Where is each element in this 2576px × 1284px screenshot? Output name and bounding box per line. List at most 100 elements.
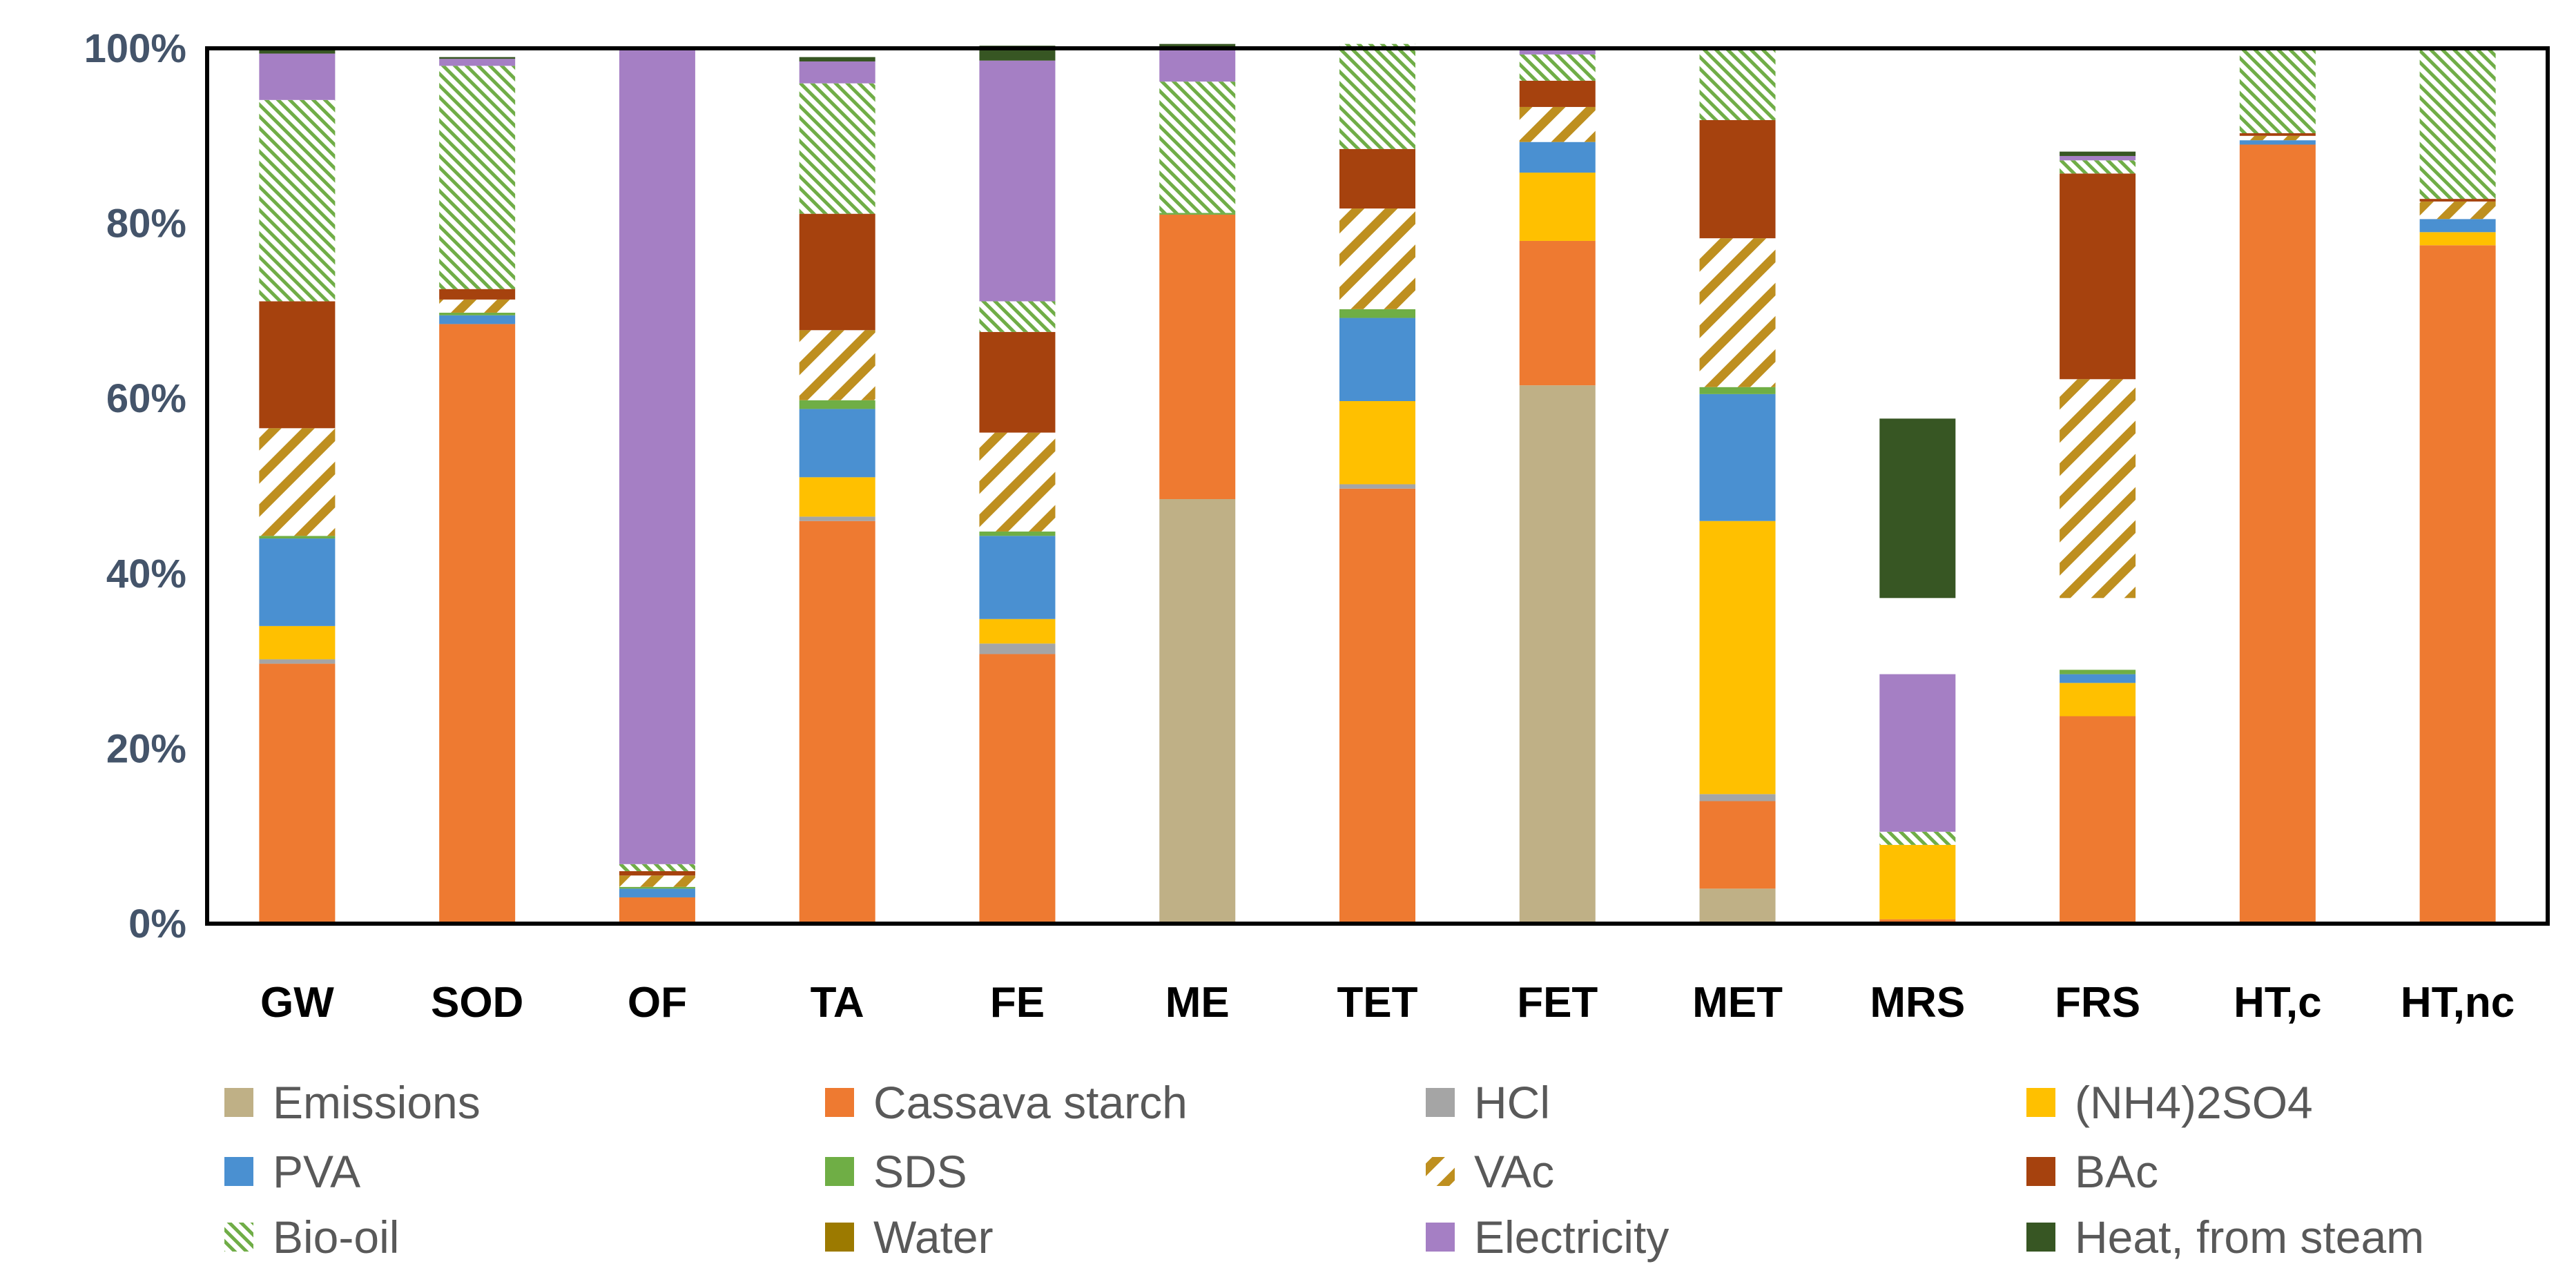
bar-segment-fe-hcl [979,643,1056,654]
legend-item-hcl: HCl [1426,1077,1550,1128]
y-tick-label: 20% [106,726,186,771]
bar-segment-of-electricity [619,50,695,864]
bar-segment-frs-electricity [2060,155,2136,161]
bar-segment-me-emissions [1159,499,1236,924]
bar-segment-frs-pva [2060,674,2136,683]
bar-segment-met-bac [1699,119,1776,239]
bar-segment-ht-nc-nh4-2so4 [2419,232,2496,246]
legend-item-bio-oil: Bio-oil [224,1212,399,1263]
legend-swatch [224,1223,253,1252]
legend-label: HCl [1474,1077,1550,1128]
bar-segment-gw-bac [259,301,336,429]
bar-segment-met-emissions [1699,888,1776,924]
x-tick-label: FE [990,979,1045,1027]
bar-segment-gw-bio-oil [259,99,336,302]
bar-segment-tet-vac [1339,208,1415,309]
bar-segment-frs-sds [2060,670,2136,674]
bar-stack-fe [979,46,1056,924]
y-tick-label: 100% [84,26,186,71]
y-axis-ticks: 0% 20% 40% 60% 80% 100% [84,26,186,946]
legend-swatch [2026,1157,2055,1186]
bar-segment-mrs-nh4-2so4 [1879,844,1956,920]
legend-swatch [1426,1223,1455,1252]
bar-segment-ht-nc-cassava-starch [2419,245,2496,924]
bar-segment-mrs-bio-oil [1879,831,1956,845]
bar-segment-tet-hcl [1339,484,1415,489]
x-tick-label: FRS [2055,979,2140,1027]
bar-segment-gw-electricity [259,53,336,100]
bar-segment-fe-bio-oil [979,301,1056,332]
bar-segment-gw-hcl [259,659,336,664]
bar-segment-tet-pva [1339,318,1415,402]
bar-stack-ht-c [2239,48,2316,924]
bar-segment-ht-c-bac [2239,133,2316,136]
legend-swatch [825,1088,854,1117]
bar-segment-of-bio-oil [619,864,695,871]
bar-segment-tet-cassava-starch [1339,488,1415,924]
legend-item-bac: BAc [2026,1146,2158,1197]
bar-segment-of-cassava-starch [619,897,695,924]
legend-item-cassava-starch: Cassava starch [825,1077,1188,1128]
bar-segment-fet-bio-oil [1519,54,1596,81]
bar-segment-ta-sds [799,400,875,409]
bar-segment-tet-sds [1339,309,1415,318]
bar-segment-fet-bac [1519,80,1596,107]
bar-stack-met [1699,48,1776,924]
bar-segment-mrs-heat-from-steam [1879,418,1956,599]
bar-segment-fe-cassava-starch [979,654,1056,924]
x-tick-label: GW [260,979,334,1027]
legend-label: Emissions [273,1077,481,1128]
bar-segment-sod-cassava-starch [439,324,516,924]
bars-layer [259,43,2496,924]
x-tick-label: MRS [1870,979,1965,1027]
bar-segment-ta-electricity [799,61,875,84]
bar-segment-met-bio-oil [1699,50,1776,120]
bar-segment-sod-bio-oil [439,66,516,289]
bar-segment-ht-nc-bio-oil [2419,48,2496,200]
bar-segment-fe-vac [979,432,1056,532]
bar-segment-met-nh4-2so4 [1699,521,1776,795]
bar-segment-sod-sds [439,312,516,315]
legend-label: Water [873,1212,994,1263]
x-tick-label: MET [1692,979,1783,1027]
x-axis-ticks: GW SOD OF TA FE ME TET FET MET MRS FRS HT,c HT,nc [260,979,2515,1027]
bar-segment-gw-vac [259,428,336,536]
bar-segment-ta-cassava-starch [799,521,875,924]
bar-segment-of-vac [619,875,695,887]
bar-segment-fe-pva [979,536,1056,619]
bar-segment-fet-vac [1519,106,1596,142]
bar-stack-fet [1519,48,1596,924]
bar-segment-met-vac [1699,238,1776,387]
legend-item-vac: VAc [1426,1146,1554,1197]
bar-stack-ht-nc [2419,48,2496,924]
legend-label: Bio-oil [273,1212,399,1263]
bar-segment-fe-bac [979,331,1056,433]
bar-stack-ta [799,57,875,924]
bar-stack-me [1159,43,1236,924]
x-tick-label: OF [628,979,687,1027]
bar-segment-fe-nh4-2so4 [979,619,1056,644]
bar-stack-sod [439,57,516,924]
bar-segment-gw-pva [259,538,336,626]
legend-swatch [224,1088,253,1117]
legend-label: PVA [273,1146,360,1197]
legend-item-heat-from-steam: Heat, from steam [2026,1212,2424,1263]
legend-item-sds: SDS [825,1146,967,1197]
bar-segment-ht-nc-vac [2419,201,2496,220]
legend-item-nh4-2so4: (NH4)2SO4 [2026,1077,2313,1128]
bar-segment-me-sds [1159,213,1236,215]
bar-segment-tet-bac [1339,148,1415,209]
legend-label: VAc [1474,1146,1554,1197]
legend-swatch [1426,1157,1455,1186]
plot-frame [205,46,2550,926]
bar-segment-fe-sds [979,531,1056,536]
bar-segment-frs-bac [2060,173,2136,380]
bar-segment-mrs-electricity [1879,674,1956,832]
bar-segment-fet-emissions [1519,385,1596,924]
legend-item-emissions: Emissions [224,1077,481,1128]
bar-segment-gw-heat-from-steam [259,48,336,54]
bar-segment-ta-vac [799,330,875,400]
legend-swatch [224,1157,253,1186]
bar-stack-mrs [1879,418,1956,924]
